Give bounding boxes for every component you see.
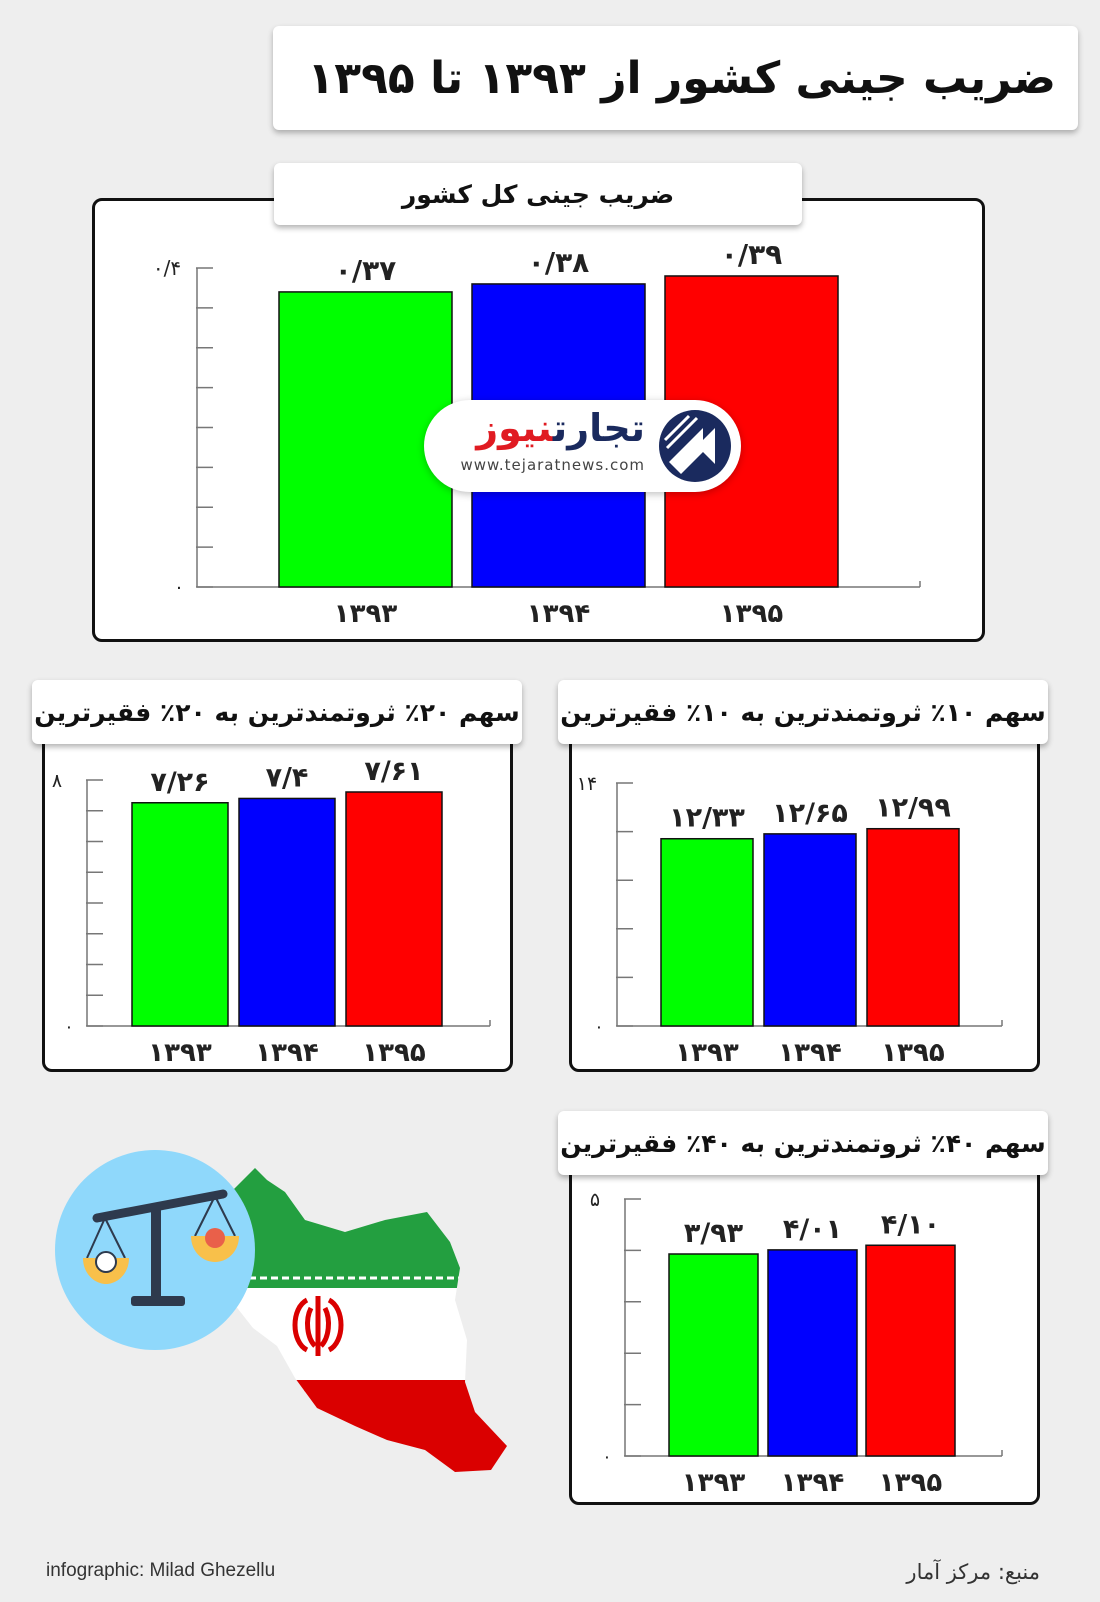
top20-bar-2 [238, 797, 336, 1027]
main-value-label-3: ۰/۳۹ [721, 238, 783, 271]
top40-value-label-1: ۳/۹۳ [684, 1218, 744, 1249]
top10-bar-3 [866, 827, 960, 1027]
top10-category-label-2: ۱۳۹۴ [778, 1038, 841, 1068]
top20-bar-1 [131, 802, 229, 1027]
top40-chart-title-tab: سهم ۴۰٪ ثروتمندترین به ۴۰٪ فقیرترین [558, 1111, 1048, 1175]
tejaratnews-logo-icon [659, 410, 731, 482]
top40-value-label-2: ۴/۰۱ [783, 1214, 842, 1245]
top40-bar-3 [865, 1244, 956, 1457]
balance-scale-icon [83, 1189, 239, 1306]
top10-chart: ۰ ۱۴ ۱۲/۳۳ ۱۳۹۳ ۱۲/۶۵ ۱۳۹۴ ۱۲/۹۹ ۱۳۹۵ [577, 773, 1003, 1068]
top20-value-label-2: ۷/۴ [266, 762, 309, 793]
top10-value-label-1: ۱۲/۳۳ [669, 803, 745, 834]
top20-category-label-3: ۱۳۹۵ [362, 1038, 426, 1068]
top40-value-label-3: ۴/۱۰ [881, 1209, 940, 1240]
top40-y-tick-label-max: ۵ [590, 1189, 600, 1211]
infographic-credit: infographic: Milad Ghezellu [46, 1560, 276, 1581]
iran-emblem-icon [292, 1296, 344, 1356]
top20-category-label-2: ۱۳۹۴ [255, 1038, 318, 1068]
top40-chart-title: سهم ۴۰٪ ثروتمندترین به ۴۰٪ فقیرترین [560, 1128, 1046, 1158]
top20-value-label-1: ۷/۲۶ [150, 767, 209, 798]
tejaratnews-watermark: تجارتنیوز www.tejaratnews.com [424, 400, 741, 492]
page-title-box: ضریب جینی کشور از ۱۳۹۳ تا ۱۳۹۵ [273, 26, 1078, 130]
scale-map-illustration [55, 1150, 507, 1472]
main-category-label-2: ۱۳۹۴ [527, 599, 590, 629]
main-value-label-2: ۰/۳۸ [528, 246, 590, 279]
page-title: ضریب جینی کشور از ۱۳۹۳ تا ۱۳۹۵ [307, 52, 1056, 104]
top10-bar-1 [660, 837, 754, 1027]
main-category-label-3: ۱۳۹۵ [720, 599, 784, 629]
main-y-tick-label-max: ۰/۴ [153, 256, 181, 280]
top40-y-tick-label-min: ۰ [602, 1447, 611, 1467]
top40-category-label-3: ۱۳۹۵ [879, 1468, 943, 1498]
top10-value-label-2: ۱۲/۶۵ [772, 798, 848, 829]
watermark-url: www.tejaratnews.com [460, 456, 645, 474]
top10-chart-title: سهم ۱۰٪ ثروتمندترین به ۱۰٪ فقیرترین [560, 697, 1046, 727]
main-category-label-1: ۱۳۹۳ [334, 599, 398, 629]
top10-y-tick-label-min: ۰ [594, 1017, 603, 1037]
main-bar-1 [278, 291, 453, 588]
top10-chart-title-tab: سهم ۱۰٪ ثروتمندترین به ۱۰٪ فقیرترین [558, 680, 1048, 744]
top10-value-label-3: ۱۲/۹۹ [875, 793, 951, 824]
top40-chart: ۰ ۵ ۳/۹۳ ۱۳۹۳ ۴/۰۱ ۱۳۹۴ ۴/۱۰ ۱۳۹۵ [590, 1189, 1003, 1498]
top20-y-tick-label-min: ۰ [64, 1017, 73, 1037]
main-chart-title: ضریب جینی کل کشور [401, 179, 675, 209]
data-source: منبع: مرکز آمار [906, 1560, 1040, 1584]
watermark-brand-part1: تجارت [552, 406, 645, 450]
top20-chart: ۰ ۸ ۷/۲۶ ۱۳۹۳ ۷/۴ ۱۳۹۴ ۷/۶۱ ۱۳۹۵ [52, 756, 491, 1068]
main-chart-title-tab: ضریب جینی کل کشور [274, 163, 802, 225]
top20-category-label-1: ۱۳۹۳ [148, 1038, 212, 1068]
top20-chart-title-tab: سهم ۲۰٪ ثروتمندترین به ۲۰٪ فقیرترین [32, 680, 522, 744]
top40-bar-2 [767, 1249, 858, 1457]
top40-category-label-1: ۱۳۹۳ [682, 1468, 746, 1498]
top10-category-label-1: ۱۳۹۳ [675, 1038, 739, 1068]
top20-bar-3 [345, 791, 443, 1027]
top10-y-tick-label-max: ۱۴ [577, 773, 597, 795]
watermark-brand-name: تجارتنیوز [476, 406, 645, 450]
top40-bar-1 [668, 1253, 759, 1457]
top40-category-label-2: ۱۳۹۴ [781, 1468, 844, 1498]
watermark-brand-part2: نیوز [476, 406, 553, 450]
top10-bar-2 [763, 833, 857, 1027]
top10-category-label-3: ۱۳۹۵ [881, 1038, 945, 1068]
top20-y-tick-label-max: ۸ [52, 770, 62, 792]
main-value-label-1: ۰/۳۷ [335, 254, 397, 287]
top20-chart-title: سهم ۲۰٪ ثروتمندترین به ۲۰٪ فقیرترین [34, 697, 520, 727]
main-y-tick-label-min: ۰ [174, 577, 184, 598]
top20-value-label-3: ۷/۶۱ [364, 756, 423, 787]
